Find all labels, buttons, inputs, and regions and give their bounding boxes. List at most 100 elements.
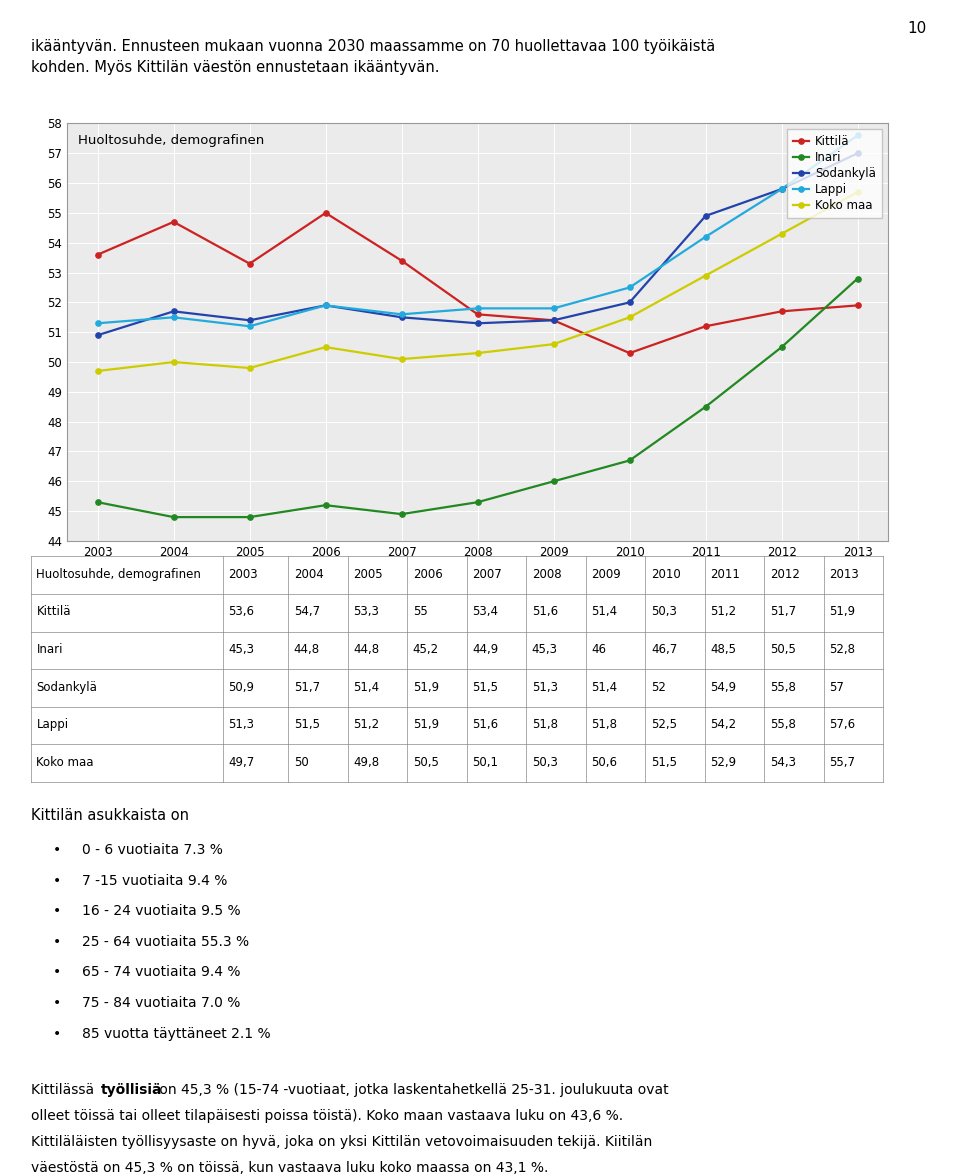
Inari bbox=[700, 400, 711, 414]
Text: 50,9: 50,9 bbox=[228, 681, 254, 694]
Line: Inari: Inari bbox=[95, 276, 860, 520]
Lappi bbox=[852, 128, 863, 142]
Koko maa bbox=[700, 268, 711, 282]
Koko maa bbox=[320, 340, 331, 354]
Inari bbox=[244, 510, 255, 524]
Kittilä bbox=[396, 254, 407, 268]
Text: 52,9: 52,9 bbox=[710, 756, 736, 769]
Text: Koko maa: Koko maa bbox=[36, 756, 94, 769]
Koko maa bbox=[852, 185, 863, 199]
Text: 2006: 2006 bbox=[413, 568, 443, 581]
Text: 51,4: 51,4 bbox=[591, 606, 617, 619]
Text: 2008: 2008 bbox=[532, 568, 562, 581]
Lappi bbox=[396, 307, 407, 321]
Sodankylä bbox=[320, 299, 331, 313]
Text: Kittilässä: Kittilässä bbox=[31, 1083, 98, 1097]
Sodankylä bbox=[168, 305, 180, 319]
Kittilä bbox=[92, 248, 104, 262]
Inari bbox=[320, 499, 331, 513]
Text: 50: 50 bbox=[294, 756, 308, 769]
Kittilä bbox=[700, 319, 711, 333]
Text: 52: 52 bbox=[651, 681, 665, 694]
Text: Kittilän asukkaista on: Kittilän asukkaista on bbox=[31, 808, 189, 823]
Text: 51,9: 51,9 bbox=[829, 606, 855, 619]
Sodankylä bbox=[624, 295, 636, 309]
Koko maa bbox=[624, 310, 636, 325]
Text: 54,9: 54,9 bbox=[710, 681, 736, 694]
Text: 75 - 84 vuotiaita 7.0 %: 75 - 84 vuotiaita 7.0 % bbox=[82, 996, 240, 1010]
Text: 49,8: 49,8 bbox=[353, 756, 379, 769]
Text: 46: 46 bbox=[591, 643, 607, 656]
Text: Inari: Inari bbox=[36, 643, 63, 656]
Text: 50,5: 50,5 bbox=[413, 756, 439, 769]
Text: 51,2: 51,2 bbox=[353, 719, 379, 731]
Text: 51,8: 51,8 bbox=[532, 719, 558, 731]
Text: 54,7: 54,7 bbox=[294, 606, 320, 619]
Lappi bbox=[168, 310, 180, 325]
Text: 51,4: 51,4 bbox=[353, 681, 379, 694]
Text: Lappi: Lappi bbox=[36, 719, 68, 731]
Kittilä bbox=[244, 256, 255, 270]
Text: 44,9: 44,9 bbox=[472, 643, 498, 656]
Sodankylä bbox=[472, 316, 484, 330]
Text: 54,3: 54,3 bbox=[770, 756, 796, 769]
Text: 51,6: 51,6 bbox=[472, 719, 498, 731]
Text: Sodankylä: Sodankylä bbox=[36, 681, 97, 694]
Text: ikääntyvän. Ennusteen mukaan vuonna 2030 maassamme on 70 huollettavaa 100 työikä: ikääntyvän. Ennusteen mukaan vuonna 2030… bbox=[31, 39, 715, 54]
Text: Kittilä: Kittilä bbox=[36, 606, 71, 619]
Sodankylä bbox=[244, 313, 255, 327]
Text: 44,8: 44,8 bbox=[353, 643, 379, 656]
Text: 51,6: 51,6 bbox=[532, 606, 558, 619]
Line: Sodankylä: Sodankylä bbox=[95, 151, 860, 338]
Text: 53,4: 53,4 bbox=[472, 606, 498, 619]
Lappi bbox=[92, 316, 104, 330]
Text: 51,3: 51,3 bbox=[228, 719, 254, 731]
Text: 85 vuotta täyttäneet 2.1 %: 85 vuotta täyttäneet 2.1 % bbox=[82, 1027, 270, 1041]
Inari bbox=[396, 507, 407, 521]
Text: 51,5: 51,5 bbox=[472, 681, 498, 694]
Text: 55,8: 55,8 bbox=[770, 681, 796, 694]
Text: 45,2: 45,2 bbox=[413, 643, 439, 656]
Text: 50,1: 50,1 bbox=[472, 756, 498, 769]
Text: 2013: 2013 bbox=[829, 568, 859, 581]
Kittilä bbox=[320, 206, 331, 220]
Line: Kittilä: Kittilä bbox=[95, 211, 860, 355]
Koko maa bbox=[472, 346, 484, 360]
Text: 51,7: 51,7 bbox=[770, 606, 796, 619]
Text: 54,2: 54,2 bbox=[710, 719, 736, 731]
Text: •: • bbox=[53, 1027, 61, 1041]
Text: 51,9: 51,9 bbox=[413, 681, 439, 694]
Inari bbox=[548, 474, 560, 488]
Text: 2005: 2005 bbox=[353, 568, 383, 581]
Text: 52,8: 52,8 bbox=[829, 643, 855, 656]
Legend: Kittilä, Inari, Sodankylä, Lappi, Koko maa: Kittilä, Inari, Sodankylä, Lappi, Koko m… bbox=[787, 129, 882, 218]
Text: 2003: 2003 bbox=[228, 568, 258, 581]
Text: on 45,3 % (15-74 -vuotiaat, jotka laskentahetkellä 25-31. joulukuuta ovat: on 45,3 % (15-74 -vuotiaat, jotka lasken… bbox=[155, 1083, 668, 1097]
Text: 50,5: 50,5 bbox=[770, 643, 796, 656]
Text: 2004: 2004 bbox=[294, 568, 324, 581]
Text: 7 -15 vuotiaita 9.4 %: 7 -15 vuotiaita 9.4 % bbox=[82, 874, 227, 888]
Sodankylä bbox=[396, 310, 407, 325]
Koko maa bbox=[92, 363, 104, 377]
Text: 2011: 2011 bbox=[710, 568, 740, 581]
Text: •: • bbox=[53, 874, 61, 888]
Text: 53,3: 53,3 bbox=[353, 606, 379, 619]
Sodankylä bbox=[548, 313, 560, 327]
Text: 50,3: 50,3 bbox=[651, 606, 677, 619]
Line: Koko maa: Koko maa bbox=[95, 189, 860, 374]
Koko maa bbox=[244, 361, 255, 375]
Text: 50,6: 50,6 bbox=[591, 756, 617, 769]
Text: työllisiä: työllisiä bbox=[101, 1083, 162, 1097]
Text: •: • bbox=[53, 904, 61, 918]
Koko maa bbox=[396, 352, 407, 366]
Text: 51,9: 51,9 bbox=[413, 719, 439, 731]
Inari bbox=[776, 340, 787, 354]
Text: 51,5: 51,5 bbox=[294, 719, 320, 731]
Koko maa bbox=[776, 227, 787, 241]
Kittilä bbox=[168, 215, 180, 229]
Inari bbox=[168, 510, 180, 524]
Text: 51,8: 51,8 bbox=[591, 719, 617, 731]
Text: 49,7: 49,7 bbox=[228, 756, 254, 769]
Lappi bbox=[700, 229, 711, 243]
Inari bbox=[852, 272, 863, 286]
